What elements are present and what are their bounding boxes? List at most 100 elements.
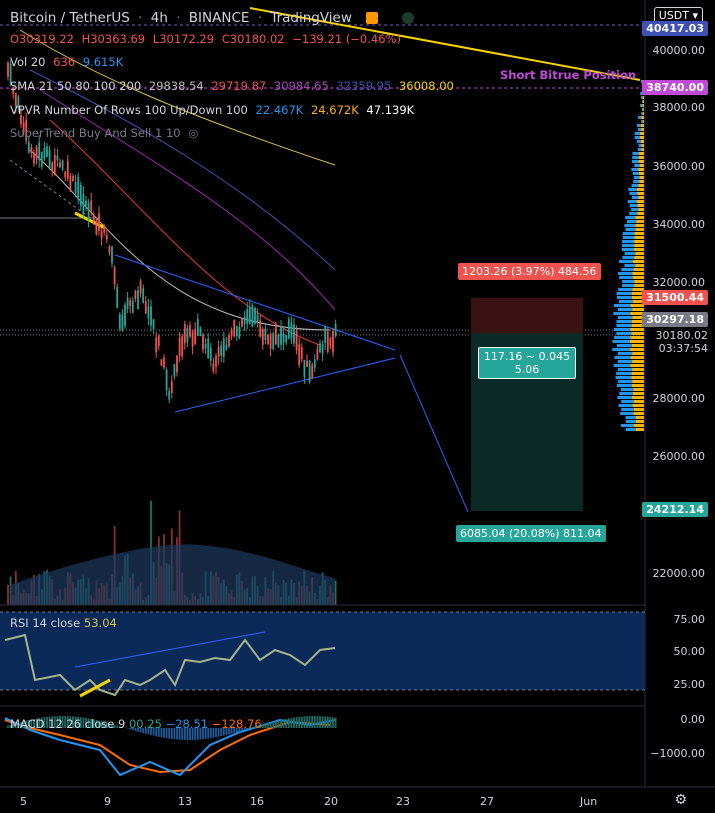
candle-body: [165, 369, 168, 390]
time-axis-label: 23: [396, 795, 410, 808]
profile-bar-up: [617, 316, 633, 319]
candle-body: [46, 146, 48, 157]
volume-ma-value: 9.615K: [82, 55, 124, 69]
eye-hidden-icon[interactable]: ◎: [188, 126, 199, 140]
profile-bar-up: [629, 204, 638, 207]
candle-body: [230, 329, 233, 337]
macd-hist-bar: [38, 718, 41, 728]
macd-hist-bar: [98, 720, 100, 728]
profile-bar-down: [638, 196, 644, 199]
macd-hist-bar: [144, 728, 147, 734]
macd-hist-bar: [316, 716, 319, 728]
macd-hist-bar: [87, 718, 90, 728]
profile-bar-down: [641, 148, 644, 151]
candle-body: [202, 334, 204, 350]
profile-bar-up: [622, 232, 635, 235]
volume-legend[interactable]: Vol 20 636 9.615K: [10, 55, 127, 69]
macd-hist-bar: [321, 716, 324, 728]
macd-axis-label: −1000.00: [650, 747, 705, 760]
profile-bar-down: [631, 296, 644, 299]
profile-bar-up: [622, 256, 635, 259]
profile-bar-down: [630, 304, 644, 307]
profile-bar-up: [618, 404, 633, 407]
profile-bar-up: [613, 304, 631, 307]
profile-bar-up: [621, 408, 634, 411]
candle-body: [12, 88, 15, 94]
profile-bar-up: [615, 376, 632, 379]
macd-hist-bar: [77, 716, 80, 728]
candle-body: [329, 338, 332, 347]
profile-bar-down: [642, 96, 644, 99]
candle-body: [196, 318, 199, 337]
profile-bar-up: [614, 356, 631, 359]
candle-body: [238, 326, 241, 338]
rsi-legend[interactable]: RSI 14 close 53.04: [10, 616, 117, 630]
macd-hist-bar: [113, 724, 116, 728]
candle-body: [121, 314, 124, 330]
candle-body: [189, 325, 191, 337]
flag-icon[interactable]: [366, 12, 379, 24]
macd-hist-bar: [33, 718, 35, 728]
profile-bar-up: [613, 328, 631, 331]
vpvr-legend[interactable]: VPVR Number Of Rows 100 Up/Down 100 22.4…: [10, 103, 418, 117]
macd-hist-bar: [118, 726, 121, 728]
profile-bar-down: [633, 268, 644, 271]
candle-body: [43, 147, 46, 159]
macd-hist-bar: [92, 719, 95, 728]
profile-bar-down: [631, 384, 644, 387]
rsi-value: 53.04: [83, 616, 117, 630]
macd-hist-bar: [14, 723, 17, 728]
macd-hist-bar: [326, 716, 329, 728]
profile-bar-up: [619, 392, 633, 395]
candle-body: [155, 337, 158, 353]
macd-hist-bar: [282, 719, 285, 728]
vpvr-down-value: 24.672K: [310, 103, 359, 117]
profile-bar-up: [640, 104, 643, 107]
macd-hist-bar: [170, 728, 173, 739]
candle-body: [217, 347, 220, 357]
candle-body: [248, 307, 251, 325]
symbol-title[interactable]: Bitcoin / TetherUS · 4h · BINANCE · Trad…: [10, 10, 418, 26]
profile-bar-down: [631, 344, 644, 347]
close-value: C30180.02: [221, 32, 285, 46]
profile-bar-up: [631, 196, 639, 199]
candlestick-series: [7, 60, 337, 404]
profile-bar-down: [641, 144, 644, 147]
candle-body: [326, 331, 329, 352]
macd-hist-bar: [217, 728, 220, 737]
macd-hist-bar: [230, 728, 233, 734]
candle-body: [131, 300, 134, 313]
profile-bar-up: [617, 352, 633, 355]
risk-label: 1203.26 (3.97%) 484.56: [458, 263, 601, 280]
candle-body: [243, 316, 246, 325]
candle-body: [225, 344, 228, 350]
candle-body: [116, 286, 119, 308]
supertrend-legend[interactable]: SuperTrend Buy And Sell 1 10 ◎: [10, 126, 202, 140]
profile-bar-up: [612, 348, 630, 351]
settings-gear-icon[interactable]: ⚙: [674, 792, 687, 808]
macd-hist-bar: [85, 717, 87, 728]
macd-hist-bar: [147, 728, 150, 735]
profile-bar-down: [632, 368, 644, 371]
profile-bar-up: [616, 320, 632, 323]
macd-hist-bar: [267, 723, 269, 728]
profile-bar-down: [640, 124, 644, 127]
candle-body: [59, 162, 61, 168]
candle-body: [178, 337, 181, 356]
candle-body: [20, 115, 22, 125]
candle-body: [74, 182, 77, 193]
candle-body: [14, 92, 17, 106]
market-status-icon[interactable]: [402, 12, 415, 24]
macd-histogram: [7, 716, 337, 740]
profile-bar-down: [635, 264, 644, 267]
profile-bar-up: [621, 424, 634, 427]
macd-hist-bar: [64, 716, 67, 728]
sma-legend[interactable]: SMA 21 50 80 100 200 29838.54 29719.87 3…: [10, 79, 458, 93]
macd-legend[interactable]: MACD 12 26 close 9 00.25 −28.51 −128.76: [10, 717, 262, 731]
reward-label: 6085.04 (20.08%) 811.04: [456, 525, 606, 542]
candle-body: [87, 202, 90, 221]
profile-bar-down: [639, 176, 644, 179]
candle-body: [72, 176, 74, 182]
candle-body: [290, 322, 293, 339]
